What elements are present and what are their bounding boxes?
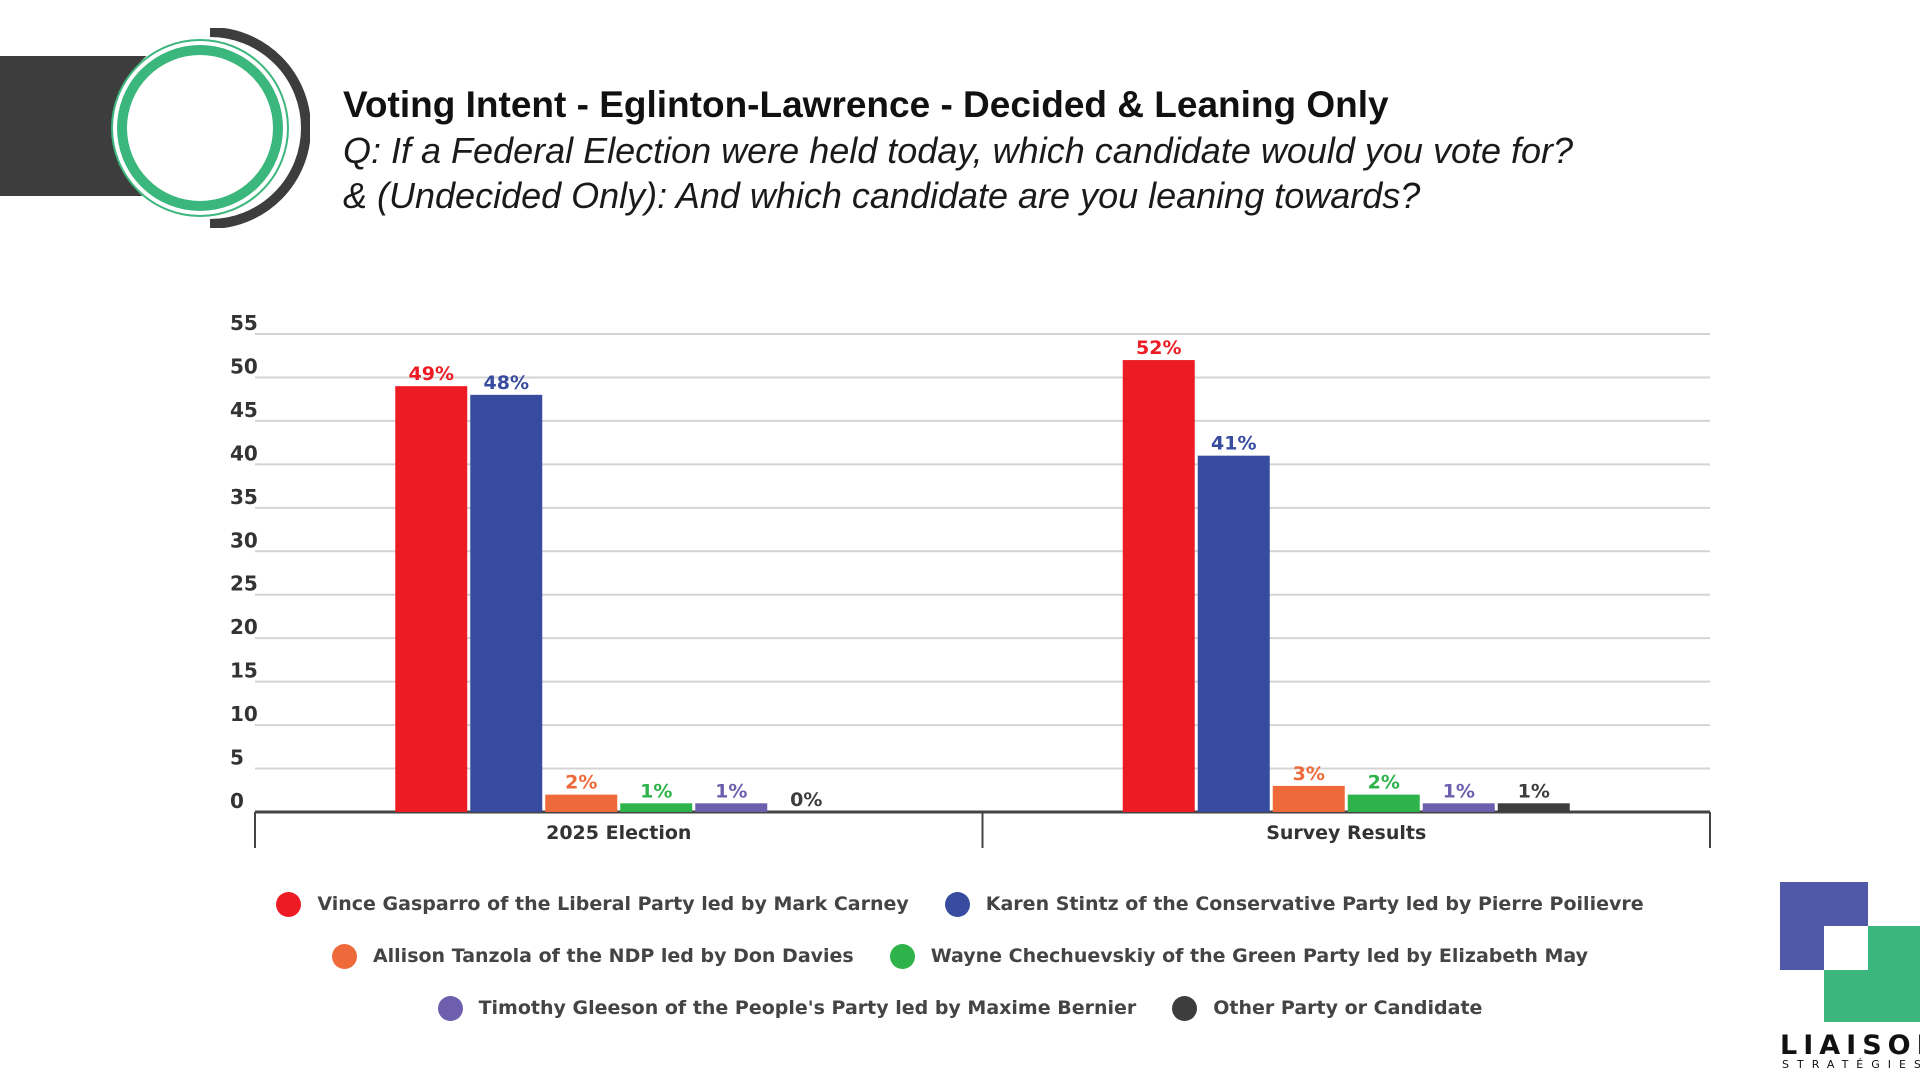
bar: [395, 386, 468, 812]
legend-label-green: Wayne Chechuevskiy of the Green Party le…: [930, 945, 1589, 967]
data-label: 48%: [484, 372, 529, 394]
legend-item-green: Wayne Chechuevskiy of the Green Party le…: [889, 943, 1589, 969]
legend-swatch-green: [889, 943, 915, 969]
legend-row: Vince Gasparro of the Liberal Party led …: [0, 878, 1920, 930]
y-tick-label: 40: [230, 441, 258, 465]
bar: [1497, 803, 1570, 812]
data-label: 52%: [1136, 337, 1181, 359]
bar: [1272, 785, 1345, 812]
bar: [1122, 360, 1195, 812]
question-line-2: & (Undecided Only): And which candidate …: [343, 175, 1421, 216]
bar: [620, 803, 693, 812]
y-tick-label: 50: [230, 354, 258, 378]
x-category-label: 2025 Election: [546, 822, 691, 844]
legend-swatch-conservative: [944, 891, 970, 917]
bar: [1422, 803, 1495, 812]
page-title: Voting Intent - Eglinton-Lawrence - Deci…: [343, 84, 1389, 125]
bar: [1347, 794, 1420, 812]
data-label: 49%: [409, 363, 454, 385]
legend-label-liberal: Vince Gasparro of the Liberal Party led …: [317, 893, 909, 915]
header: Voting Intent - Eglinton-Lawrence - Deci…: [343, 82, 1573, 218]
data-label: 2%: [1368, 772, 1400, 794]
chart-legend: Vince Gasparro of the Liberal Party led …: [0, 878, 1920, 1034]
y-tick-label: 5: [230, 746, 244, 770]
data-label: 2%: [565, 772, 597, 794]
legend-row: Allison Tanzola of the NDP led by Don Da…: [0, 930, 1920, 982]
data-label: 3%: [1293, 763, 1325, 785]
y-tick-label: 0: [230, 789, 244, 813]
y-tick-label: 15: [230, 659, 258, 683]
data-label: 1%: [640, 780, 672, 802]
legend-label-conservative: Karen Stintz of the Conservative Party l…: [985, 893, 1644, 915]
legend-item-ppc: Timothy Gleeson of the People's Party le…: [437, 995, 1137, 1021]
liaison-logo-icon: [1780, 882, 1920, 1022]
y-tick-label: 35: [230, 485, 258, 509]
data-label: 0%: [790, 789, 822, 811]
legend-swatch-ndp: [331, 943, 357, 969]
logo-subtitle: STRATÉGIES: [1782, 1058, 1920, 1071]
data-label: 1%: [1443, 780, 1475, 802]
legend-label-ppc: Timothy Gleeson of the People's Party le…: [478, 997, 1137, 1019]
data-label: 1%: [715, 780, 747, 802]
y-tick-label: 25: [230, 572, 258, 596]
y-tick-label: 30: [230, 528, 258, 552]
legend-swatch-other: [1172, 995, 1198, 1021]
bar-chart: 0 5 10 15 20 25 30 35 40 45 50 55 49% 48% 2% 1% 1% 0% 2025…: [230, 311, 1711, 848]
legend-item-other: Other Party or Candidate: [1172, 995, 1483, 1021]
y-tick-label: 45: [230, 398, 258, 422]
x-category-label: Survey Results: [1266, 822, 1426, 844]
bar: [695, 803, 768, 812]
y-tick-label: 55: [230, 311, 258, 335]
bar: [1197, 455, 1270, 812]
data-label: 41%: [1211, 433, 1256, 455]
legend-label-other: Other Party or Candidate: [1213, 997, 1483, 1019]
legend-item-ndp: Allison Tanzola of the NDP led by Don Da…: [331, 943, 854, 969]
logo-wordmark: LIAISON: [1780, 1030, 1920, 1061]
legend-label-ndp: Allison Tanzola of the NDP led by Don Da…: [372, 945, 854, 967]
bar: [470, 394, 543, 812]
header-ring-icon: [111, 28, 310, 228]
legend-row: Timothy Gleeson of the People's Party le…: [0, 982, 1920, 1034]
y-tick-label: 10: [230, 702, 258, 726]
legend-swatch-ppc: [437, 995, 463, 1021]
bar: [545, 794, 618, 812]
y-tick-label: 20: [230, 615, 258, 639]
question-line-1: Q: If a Federal Election were held today…: [343, 130, 1574, 171]
data-label: 1%: [1518, 780, 1550, 802]
legend-swatch-liberal: [276, 891, 302, 917]
legend-item-liberal: Vince Gasparro of the Liberal Party led …: [276, 891, 909, 917]
legend-item-conservative: Karen Stintz of the Conservative Party l…: [944, 891, 1644, 917]
